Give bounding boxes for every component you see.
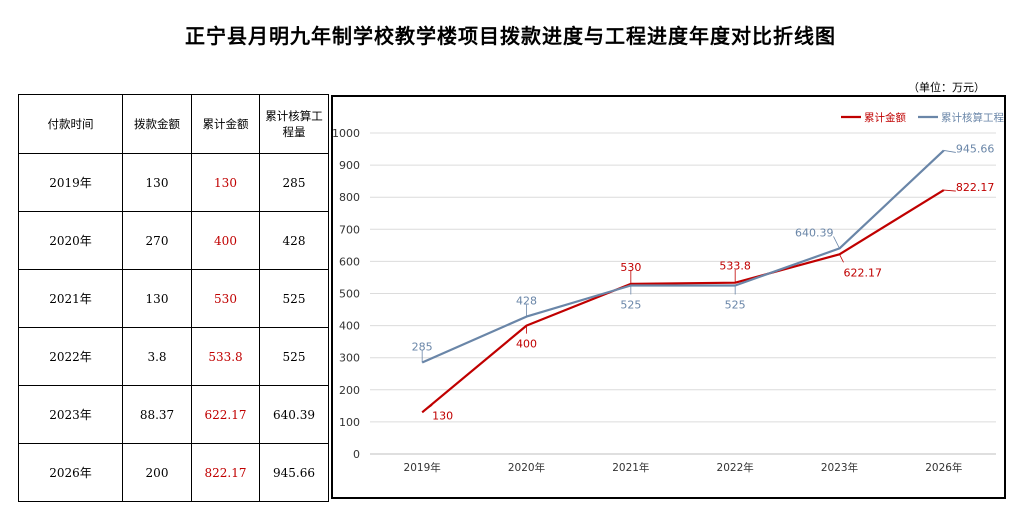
page-title: 正宁县月明九年制学校教学楼项目拨款进度与工程进度年度对比折线图 xyxy=(185,24,836,48)
label-leader-line xyxy=(421,404,433,413)
y-tick-label: 400 xyxy=(339,320,360,333)
y-tick-label: 800 xyxy=(339,191,360,204)
table-row: 2020年 270 400 428 xyxy=(18,211,329,270)
cell-allocation: 130 xyxy=(122,153,192,212)
y-tick-label: 900 xyxy=(339,159,360,172)
chart-series xyxy=(421,149,945,414)
data-label: 428 xyxy=(516,295,537,308)
cell-year: 2021年 xyxy=(18,269,123,328)
table-row: 2019年 130 130 285 xyxy=(18,153,329,212)
cell-allocation: 130 xyxy=(122,269,192,328)
header-cumulative-amount: 累计金额 xyxy=(191,94,260,154)
data-label: 622.17 xyxy=(844,266,883,279)
x-tick-label: 2019年 xyxy=(404,461,441,474)
cell-cumulative-amount: 400 xyxy=(191,211,260,270)
y-tick-label: 300 xyxy=(339,352,360,365)
chart-gridlines xyxy=(370,132,996,455)
data-label: 530 xyxy=(620,261,641,274)
y-tick-label: 200 xyxy=(339,384,360,397)
cell-year: 2022年 xyxy=(18,327,123,386)
data-table: 付款时间 拨款金额 累计金额 累计核算工程量 2019年 130 130 285… xyxy=(18,94,329,502)
label-leader-line xyxy=(943,150,956,153)
x-axis: 2019年 2020年 2021年 2022年 2023年 2026年 xyxy=(404,461,963,474)
y-tick-label: 700 xyxy=(339,223,360,236)
y-axis: 0 100 200 300 400 500 600 700 800 900 1000 xyxy=(332,127,360,461)
data-label: 130 xyxy=(432,409,453,422)
cell-year: 2023年 xyxy=(18,385,123,444)
table-header-row: 付款时间 拨款金额 累计金额 累计核算工程量 xyxy=(18,94,329,154)
cell-allocation: 270 xyxy=(122,211,192,270)
data-label: 945.66 xyxy=(956,142,995,155)
cell-cumulative-workload: 428 xyxy=(259,211,329,270)
cell-cumulative-amount: 822.17 xyxy=(191,443,260,502)
table-row: 2022年 3.8 533.8 525 xyxy=(18,327,329,386)
y-tick-label: 500 xyxy=(339,288,360,301)
legend-label-1: 累计金额 xyxy=(864,111,906,124)
series-line-1 xyxy=(421,189,945,414)
y-tick-label: 1000 xyxy=(333,127,360,140)
table-row: 2026年 200 822.17 945.66 xyxy=(18,443,329,502)
cell-cumulative-amount: 533.8 xyxy=(191,327,260,386)
label-leader-line xyxy=(839,254,844,263)
y-tick-label: 0 xyxy=(353,448,360,461)
cell-allocation: 88.37 xyxy=(122,385,192,444)
cell-year: 2020年 xyxy=(18,211,123,270)
label-leader-line xyxy=(943,189,956,192)
header-cumulative-workload: 累计核算工程量 xyxy=(259,94,329,154)
series-line-2 xyxy=(421,149,945,364)
data-label: 822.17 xyxy=(956,181,995,194)
data-label: 525 xyxy=(620,298,641,311)
legend-label-2: 累计核算工程量 xyxy=(941,111,1004,124)
x-tick-label: 2022年 xyxy=(717,461,754,474)
y-tick-label: 600 xyxy=(339,255,360,268)
cell-year: 2019年 xyxy=(18,153,123,212)
data-label: 533.8 xyxy=(719,260,751,273)
x-tick-label: 2020年 xyxy=(508,461,545,474)
line-chart-frame: 0 100 200 300 400 500 600 700 800 900 1000 2019年 20… xyxy=(331,95,1015,499)
x-tick-label: 2023年 xyxy=(821,461,858,474)
table-row: 2021年 130 530 525 xyxy=(18,269,329,328)
cell-allocation: 3.8 xyxy=(122,327,192,386)
cell-cumulative-workload: 525 xyxy=(259,269,329,328)
header-payment-time: 付款时间 xyxy=(18,94,123,154)
cell-cumulative-amount: 622.17 xyxy=(191,385,260,444)
x-tick-label: 2026年 xyxy=(925,461,962,474)
data-label: 400 xyxy=(516,338,537,351)
cell-year: 2026年 xyxy=(18,443,123,502)
data-label: 640.39 xyxy=(795,226,834,239)
unit-label: （单位：万元） xyxy=(908,81,985,94)
label-leader-line xyxy=(833,236,840,249)
header-allocation: 拨款金额 xyxy=(122,94,192,154)
cell-allocation: 200 xyxy=(122,443,192,502)
cell-cumulative-workload: 525 xyxy=(259,327,329,386)
chart-data-labels: 130 400 530 533.8 622.17 822.17 285 428 525 525 64… xyxy=(412,142,995,422)
y-tick-label: 100 xyxy=(339,416,360,429)
cell-cumulative-amount: 130 xyxy=(191,153,260,212)
cell-cumulative-workload: 945.66 xyxy=(259,443,329,502)
cell-cumulative-amount: 530 xyxy=(191,269,260,328)
cell-cumulative-workload: 285 xyxy=(259,153,329,212)
cell-cumulative-workload: 640.39 xyxy=(259,385,329,444)
chart-legend: 累计金额 累计核算工程量 xyxy=(841,111,1015,124)
data-label: 525 xyxy=(725,298,746,311)
data-label: 285 xyxy=(412,341,433,354)
table-row: 2023年 88.37 622.17 640.39 xyxy=(18,385,329,444)
x-tick-label: 2021年 xyxy=(612,461,649,474)
